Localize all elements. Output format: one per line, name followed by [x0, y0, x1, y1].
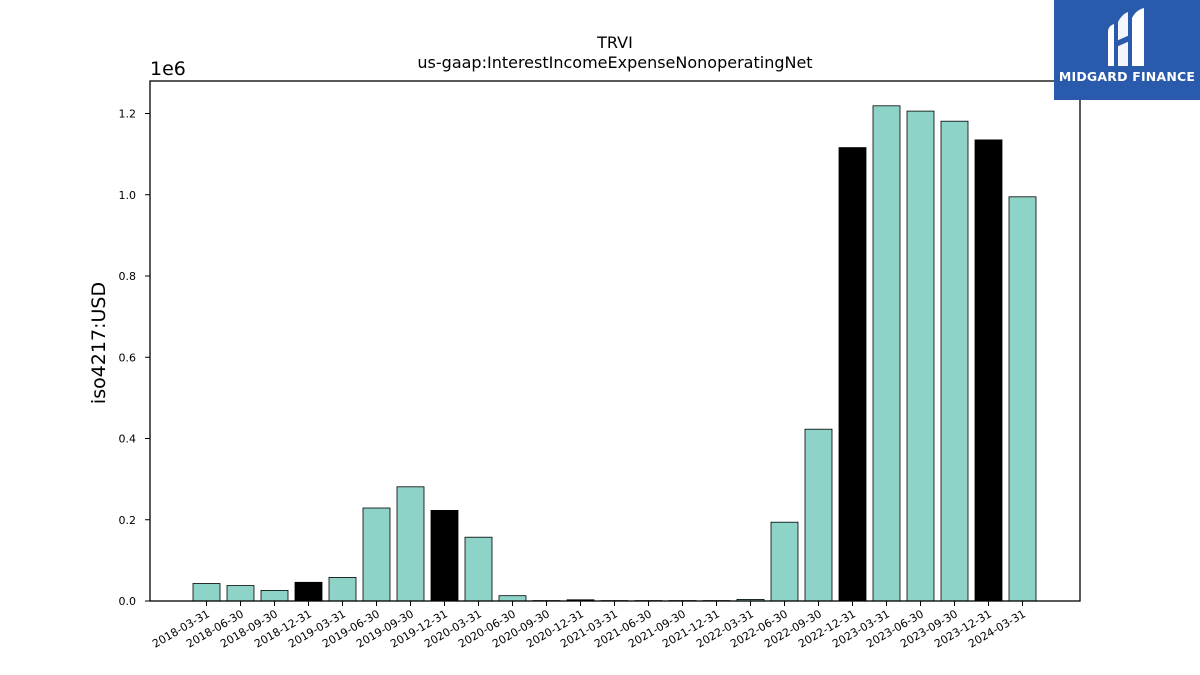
y-offset-label: 1e6 — [150, 58, 186, 80]
bar-2019-12-31 — [430, 509, 459, 602]
bar-2019-09-30 — [396, 486, 425, 602]
bar-2018-03-31 — [192, 583, 221, 602]
bar-2023-06-30 — [906, 110, 935, 602]
brand-name: MIDGARD FINANCE — [1058, 69, 1196, 84]
bar-2023-12-31 — [974, 139, 1003, 602]
bar-2020-03-31 — [464, 536, 493, 602]
plot-frame — [149, 80, 1081, 602]
y-tick-label: 0.6 — [119, 351, 137, 364]
chart-subtitle: us-gaap:InterestIncomeExpenseNonoperatin… — [417, 53, 812, 72]
y-tick-label: 0.2 — [119, 514, 137, 527]
bar-2023-03-31 — [872, 105, 901, 602]
bar-2024-03-31 — [1008, 196, 1037, 602]
bars-group — [192, 105, 1037, 602]
bar-2022-12-31 — [838, 147, 867, 602]
x-ticks-group: 2018-03-312018-06-302018-09-302018-12-31… — [150, 601, 1028, 651]
y-tick-label: 0.0 — [119, 595, 137, 608]
bar-2018-09-30 — [260, 590, 289, 602]
brand-logo: MIDGARD FINANCE — [1054, 0, 1200, 100]
bar-2019-06-30 — [362, 507, 391, 602]
y-ticks-group: 0.0 0.2 0.4 0.6 0.8 1.0 1.2 — [119, 108, 150, 608]
bar-2023-09-30 — [940, 120, 969, 602]
bar-2019-03-31 — [328, 577, 357, 602]
bar-2018-12-31 — [294, 581, 323, 602]
bar-2020-06-30 — [498, 595, 527, 602]
y-tick-label: 1.0 — [119, 189, 137, 202]
y-tick-label: 1.2 — [119, 108, 137, 121]
y-tick-label: 0.8 — [119, 270, 137, 283]
chart-title: TRVI — [596, 33, 633, 52]
bar-2022-09-30 — [804, 428, 833, 602]
bar-2022-06-30 — [770, 521, 799, 602]
midgard-m-icon — [1108, 8, 1144, 66]
y-tick-label: 0.4 — [119, 433, 137, 446]
y-axis-label: iso4217:USD — [88, 282, 110, 404]
bar-2018-06-30 — [226, 585, 255, 602]
